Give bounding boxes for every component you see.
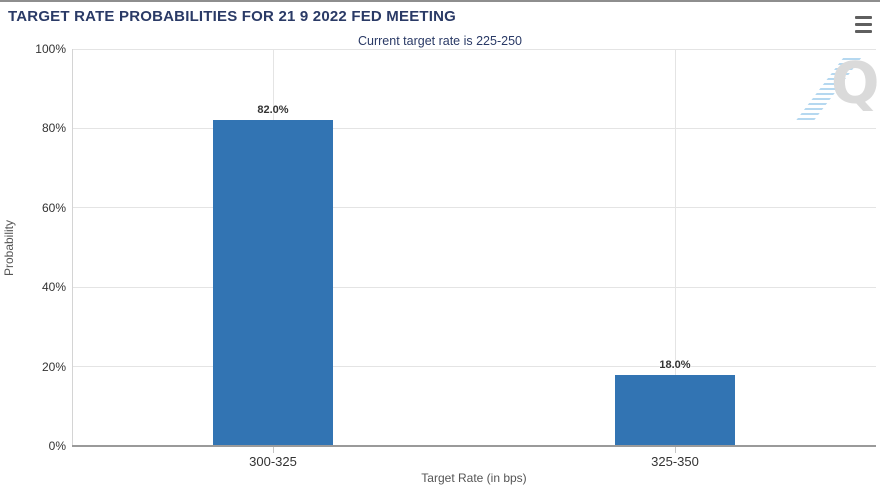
y-gridline xyxy=(72,48,876,50)
y-gridline xyxy=(72,286,876,288)
y-gridline xyxy=(72,366,876,368)
y-axis-line xyxy=(72,49,73,446)
bar-value-label: 82.0% xyxy=(257,104,289,117)
y-tick-label: 20% xyxy=(41,359,66,374)
probability-bar[interactable] xyxy=(615,374,735,446)
x-tick-label: 325-350 xyxy=(651,454,699,469)
y-tick-label: 40% xyxy=(41,280,66,295)
y-gridline xyxy=(72,127,876,129)
y-axis-title: Probability xyxy=(2,219,16,277)
x-axis-title: Target Rate (in bps) xyxy=(421,471,527,485)
hamburger-menu-icon[interactable] xyxy=(851,13,875,35)
chart-subtitle: Current target rate is 225-250 xyxy=(358,34,522,48)
x-tick-label: 300-325 xyxy=(249,454,297,469)
y-tick-label: 60% xyxy=(41,200,66,215)
probability-bar[interactable] xyxy=(213,120,333,446)
y-tick-label: 0% xyxy=(48,439,66,453)
y-gridline xyxy=(72,207,876,209)
x-tick-mark xyxy=(674,447,676,453)
hamburger-bar xyxy=(854,29,872,33)
y-tick-label: 100% xyxy=(35,42,66,56)
x-axis-line xyxy=(72,445,876,447)
hamburger-bar xyxy=(854,15,872,19)
x-tick-mark xyxy=(272,447,274,453)
hamburger-bar xyxy=(854,22,872,26)
y-tick-label: 80% xyxy=(41,121,66,136)
bar-value-label: 18.0% xyxy=(659,358,691,371)
page-title: TARGET RATE PROBABILITIES FOR 21 9 2022 … xyxy=(8,8,457,25)
x-gridline xyxy=(674,49,676,446)
